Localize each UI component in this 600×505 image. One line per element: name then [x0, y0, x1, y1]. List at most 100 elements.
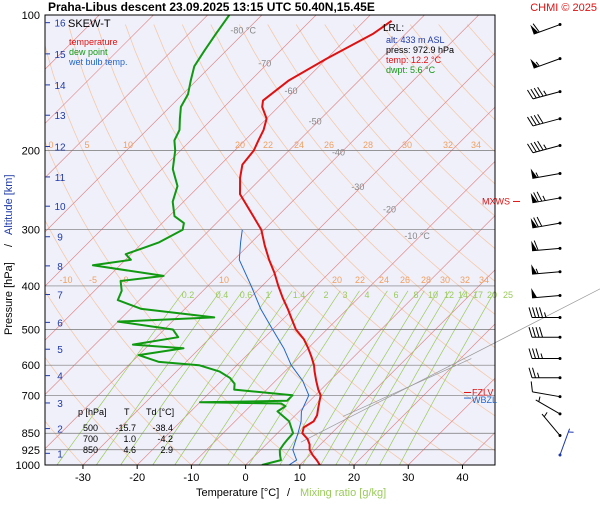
adiabat-label: 28	[421, 275, 431, 285]
altitude-tick-label: 14	[54, 81, 66, 92]
wind-barb	[529, 327, 562, 339]
x-tick-label: -20	[129, 472, 145, 484]
y-tick-label: 300	[22, 225, 40, 237]
isotherm-line	[507, 5, 600, 475]
mixing-ratio-label: 20	[487, 290, 497, 300]
x-tick-label: -30	[75, 472, 91, 484]
lrl-altitude: alt: 433 m ASL	[386, 35, 445, 45]
altitude-tick-label: 4	[57, 372, 63, 383]
wind-barb	[531, 264, 561, 274]
chart-title: Praha-Libus descent 23.09.2025 13:15 UTC…	[48, 0, 375, 14]
lrl-title: LRL:	[383, 23, 404, 34]
adiabat-label: 20	[235, 140, 245, 150]
adiabat-label: 32	[460, 275, 470, 285]
altitude-tick-label: 2	[57, 425, 63, 436]
lrl-dewpoint: dwpt: 5.6 °C	[386, 65, 436, 75]
wind-barb	[536, 397, 562, 416]
altitude-tick-label: 12	[54, 143, 66, 154]
legend-item-dew-point: dew point	[69, 47, 108, 57]
y-tick-label: 500	[22, 325, 40, 337]
adiabat-label: 26	[400, 275, 410, 285]
y-tick-label: 400	[22, 281, 40, 293]
altitude-tick-label: 11	[55, 173, 66, 184]
isotherm-label: -10 °C	[404, 231, 430, 241]
mixing-ratio-label: 1	[265, 290, 270, 300]
mixing-ratio-label: 25	[503, 290, 513, 300]
wind-barb	[530, 57, 561, 68]
adiabat-label: 10	[219, 275, 229, 285]
table-cell: 1.0	[123, 434, 136, 444]
mixing-ratio-label: 3	[342, 290, 347, 300]
mixing-ratio-label: 2	[323, 290, 328, 300]
wind-barb	[531, 288, 561, 298]
wind-barb	[530, 23, 561, 34]
wind-barb	[529, 368, 562, 380]
table-cell: -4.2	[157, 434, 173, 444]
altitude-tick-label: 13	[54, 111, 66, 122]
wind-barb	[527, 141, 561, 153]
adiabat-label: 10	[123, 140, 133, 150]
x-tick-label: 10	[294, 472, 306, 484]
table-cell: 850	[83, 445, 98, 455]
wbzl-label: WBZL	[472, 395, 497, 405]
altitude-tick-label: 8	[57, 262, 63, 273]
altitude-tick-label: 9	[57, 233, 63, 244]
mixing-ratio-label: 12	[444, 290, 454, 300]
isotherm-label: -80 °C	[230, 26, 256, 36]
table-header-t: T	[124, 407, 130, 417]
mxws-label: MXWS	[482, 196, 510, 206]
table-header-p: p [hPa]	[78, 407, 107, 417]
adiabat-label: 22	[263, 140, 273, 150]
y-axis-label-altitude: Altitude [km]	[3, 174, 15, 235]
mixing-ratio-label: 8	[413, 290, 418, 300]
lrl-pressure: press: 972.9 hPa	[386, 45, 454, 55]
adiabat-label: 30	[440, 275, 450, 285]
altitude-tick-label: 3	[57, 399, 63, 410]
altitude-tick-label: 1	[57, 449, 63, 460]
table-cell: 700	[83, 434, 98, 444]
altitude-tick-label: 5	[57, 345, 63, 356]
summary-table: p [hPa] T Td [°C] 500 -15.7 -38.4 700 1.…	[78, 407, 174, 455]
adiabat-label: 30	[402, 140, 412, 150]
y-axis-label: Pressure [hPa]	[3, 262, 15, 335]
y-tick-label: 100	[22, 10, 40, 22]
y-tick-label: 850	[22, 428, 40, 440]
mixing-ratio-label: 4	[364, 290, 369, 300]
mixing-ratio-label: 1.4	[293, 290, 306, 300]
lrl-temperature: temp: 12.2 °C	[386, 55, 442, 65]
wind-barb	[529, 307, 562, 319]
table-cell: 500	[83, 423, 98, 433]
wind-barb	[542, 412, 561, 437]
mixing-ratio-label: 0.4	[216, 290, 229, 300]
wind-barbs	[527, 23, 573, 456]
wind-barb	[531, 192, 562, 203]
x-axis-label: Temperature [°C]	[196, 487, 279, 499]
adiabat-label: 32	[443, 140, 453, 150]
x-tick-label: 40	[456, 472, 468, 484]
adiabat-label: 34	[479, 275, 489, 285]
adiabat-label: 26	[324, 140, 334, 150]
mixing-ratio-label: 10	[428, 290, 438, 300]
altitude-tick-label: 15	[54, 50, 66, 61]
mixing-ratio-label: 6	[393, 290, 398, 300]
y-axis-separator: /	[3, 243, 15, 247]
isotherm-label: -30	[351, 182, 364, 192]
adiabat-label: -5	[89, 275, 97, 285]
x-axis-separator: /	[287, 487, 291, 499]
table-cell: -38.4	[152, 423, 173, 433]
table-cell: 4.6	[123, 445, 136, 455]
isotherm-label: -70	[258, 58, 271, 68]
adiabat-label: 22	[355, 275, 365, 285]
x-tick-label: 30	[402, 472, 414, 484]
y-tick-label: 600	[22, 360, 40, 372]
isotherm-label: -20	[383, 205, 396, 215]
mixing-ratio-label: 0.6	[240, 290, 253, 300]
adiabat-label: 24	[294, 140, 304, 150]
adiabat-label: -10	[59, 275, 72, 285]
altitude-tick-label: 16	[54, 19, 66, 30]
wind-barb	[527, 114, 561, 126]
y-tick-label: 200	[22, 145, 40, 157]
isotherm-label: -60	[285, 86, 298, 96]
